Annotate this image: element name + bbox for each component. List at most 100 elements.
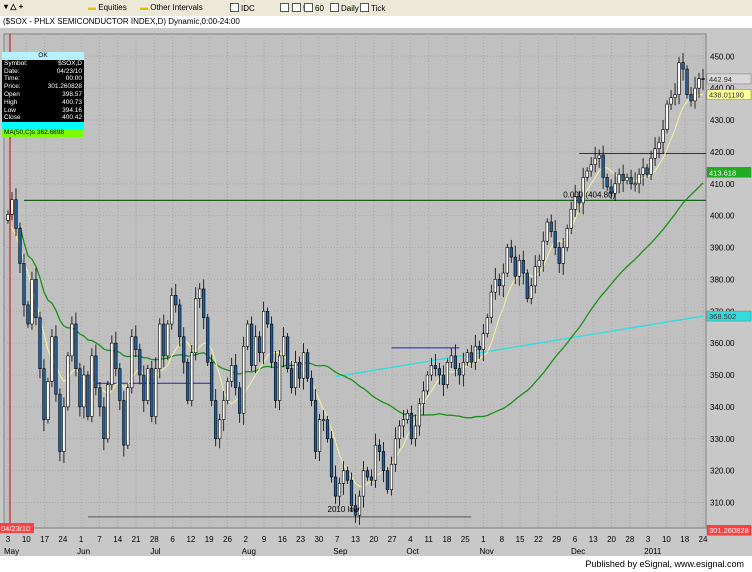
candle-body [325, 419, 330, 440]
month-label: Jun [77, 547, 90, 556]
candle-body [485, 317, 489, 334]
toolbar-item-2[interactable]: IDC [230, 3, 255, 13]
info-row: Date: 04/23/10 [2, 68, 84, 76]
candle-body [493, 279, 497, 293]
candle-body [565, 228, 569, 248]
candle-body [649, 157, 653, 175]
candle-body [385, 470, 390, 491]
candle-body [230, 365, 234, 382]
candle-body [94, 355, 98, 389]
candle-body [34, 279, 38, 318]
toolbar-item-0[interactable]: ▬ Equities [88, 3, 127, 12]
y-tick-label: 340.00 [710, 403, 735, 412]
x-tick-label: 10 [22, 535, 31, 544]
checkbox-icon [230, 3, 239, 12]
ma10-line [7, 94, 703, 488]
candle-body [118, 368, 122, 401]
candle-body [114, 342, 118, 369]
candle-body [417, 403, 422, 427]
candle-body [677, 62, 681, 95]
x-tick-label: 9 [262, 535, 267, 544]
month-label: Sep [333, 547, 348, 556]
x-tick-label: 22 [534, 535, 543, 544]
low-label: 2010 low [328, 505, 360, 514]
candle-body [313, 400, 318, 452]
x-tick-label: 23 [296, 535, 305, 544]
candle-body [138, 349, 142, 376]
candle-body [74, 323, 78, 369]
candle-body [54, 336, 58, 395]
candle-body [521, 259, 525, 274]
toolbar-item-label: Other Intervals [150, 3, 203, 12]
info-value: $SOX,D [58, 59, 82, 67]
candle-body [186, 361, 190, 401]
month-label: Aug [242, 547, 256, 556]
candle-body [194, 298, 198, 354]
candle-body [525, 272, 529, 299]
x-tick-label: 3 [646, 535, 651, 544]
candle-body [689, 94, 693, 102]
x-tick-label: 24 [58, 535, 67, 544]
candle-body [333, 476, 338, 497]
candle-body [397, 425, 402, 440]
candle-body [222, 400, 226, 420]
toolbar-item-5[interactable]: 60 [304, 3, 324, 13]
candle-body [266, 310, 270, 325]
toolbar-item-label: IDC [241, 4, 255, 13]
candle-body [557, 247, 561, 264]
y-tick-label: 350.00 [710, 371, 735, 380]
candle-body [433, 365, 437, 369]
candle-body [246, 323, 250, 347]
candle-body [18, 228, 22, 264]
candle-body [278, 355, 282, 401]
x-tick-label: 18 [680, 535, 689, 544]
toolbar-item-1[interactable]: ▬ Other Intervals [140, 3, 203, 12]
price-marker-tag [706, 73, 752, 85]
y-tick-label: 400.00 [710, 212, 735, 221]
candle-body [345, 470, 350, 481]
info-value: 04/23/10 [56, 67, 82, 75]
price-chart[interactable]: 3 10 17 24 1 7 14 21 28 6 12 19 26 2 9 16 23 30 7 13 20 27 4 11… [0, 28, 752, 556]
info-key: Price: [4, 83, 21, 91]
x-tick-label: 7 [97, 535, 102, 544]
candle-body [577, 196, 581, 204]
candle-body [262, 310, 266, 354]
info-value: 400.42 [62, 114, 82, 122]
info-key: Low [4, 106, 16, 114]
candle-body [605, 177, 609, 188]
x-tick-label: 1 [481, 535, 486, 544]
toolbar-item-6[interactable]: Daily [330, 3, 359, 13]
fib-label: 0.000 (404.80) [563, 190, 615, 199]
candle-body [693, 87, 697, 102]
candle-body [321, 419, 326, 421]
x-tick-label: 19 [205, 535, 214, 544]
candle-body [585, 170, 589, 178]
y-tick-label: 430.00 [710, 116, 735, 125]
info-key: High [4, 98, 18, 106]
candle-body [537, 259, 541, 267]
candle-body [453, 355, 457, 369]
candle-body [701, 78, 705, 80]
candle-body [357, 495, 362, 516]
candle-body [445, 361, 449, 385]
candle-body [134, 336, 138, 350]
candle-body [529, 285, 533, 299]
x-tick-label: 20 [607, 535, 616, 544]
checkbox-icon [360, 3, 369, 12]
toolbar-item-7[interactable]: Tick [360, 3, 385, 13]
candle-body [214, 400, 218, 440]
info-key: Date: [4, 67, 20, 75]
candle-body [381, 451, 386, 471]
x-tick-label: 20 [369, 535, 378, 544]
candle-body [449, 355, 453, 363]
x-tick-label: 21 [132, 535, 141, 544]
y-tick-label: 360.00 [710, 339, 735, 348]
price-marker-tag [706, 89, 752, 100]
candle-body [613, 183, 617, 194]
toolbar: ▾ △ +▬ Equities▬ Other IntervalsIDC1560D… [0, 0, 752, 17]
candle-body [653, 148, 657, 159]
cursor-info-box: OK Symbol: $SOX,D Date: 04/23/10 Time: 00:00 Pr… [2, 52, 84, 137]
candle-body [301, 352, 306, 379]
candle-body [305, 352, 310, 379]
candle-body [673, 94, 677, 99]
